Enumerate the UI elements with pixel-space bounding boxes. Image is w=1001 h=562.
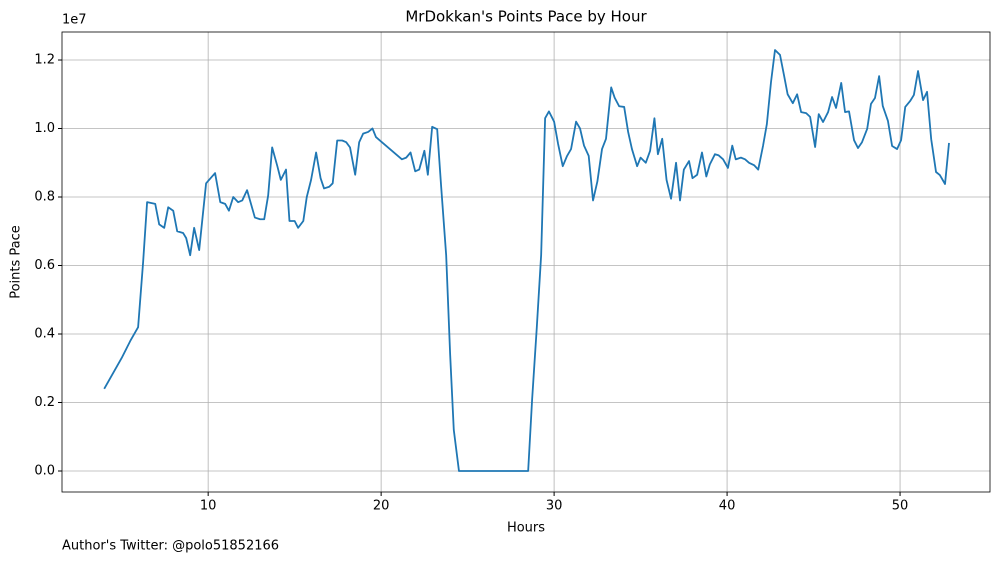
x-tick-label: 20 xyxy=(373,499,390,514)
y-tick-label: 0.8 xyxy=(34,190,55,205)
x-tick-label: 30 xyxy=(546,499,563,514)
chart-title: MrDokkan's Points Pace by Hour xyxy=(405,8,647,26)
data-line xyxy=(103,49,950,472)
x-tick-label: 50 xyxy=(892,499,909,514)
plot-frame xyxy=(61,31,991,493)
y-tick-label: 0.4 xyxy=(34,327,55,342)
y-tick-label: 1.2 xyxy=(34,53,55,68)
y-axis-label: Points Pace xyxy=(9,225,24,299)
x-tick-label: 10 xyxy=(200,499,217,514)
annotation: Author's Twitter: @polo51852166 xyxy=(62,539,279,554)
x-axis-label: Hours xyxy=(507,521,545,536)
y-tick-label: 0.2 xyxy=(34,395,55,410)
y-tick-label: 0.0 xyxy=(34,464,55,479)
y-offset-label: 1e7 xyxy=(62,13,87,28)
y-tick-label: 0.6 xyxy=(34,258,55,273)
x-tick-label: 40 xyxy=(719,499,736,514)
y-tick-label: 1.0 xyxy=(34,121,55,136)
